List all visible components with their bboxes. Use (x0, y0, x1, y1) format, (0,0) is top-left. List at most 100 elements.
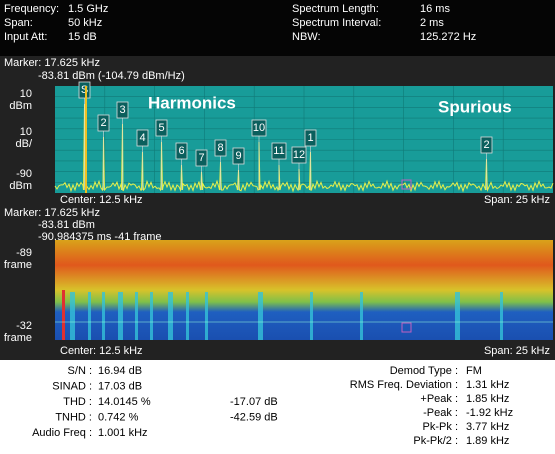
result-value: 17.03 dB (98, 380, 142, 392)
result-label: Audio Freq : (32, 427, 92, 439)
marker-readout: Marker: 17.625 kHz (4, 57, 100, 69)
result-label: Pk-Pk : (423, 421, 458, 433)
marker-flag (195, 149, 208, 167)
spectrum-trace (54, 103, 554, 193)
result-db: -42.59 dB (230, 411, 278, 423)
header-value: 2 ms (420, 17, 444, 29)
marker-flag (214, 139, 227, 157)
axis-unit: dB/ (15, 138, 32, 150)
marker-number: 4 (139, 132, 145, 144)
header-value: 16 ms (420, 3, 450, 15)
marker-flag (78, 81, 91, 99)
header-label: NBW: (292, 31, 321, 43)
axis-unit: dBm (9, 180, 32, 192)
header-label: Spectrum Interval: (292, 17, 381, 29)
marker-number: 12 (293, 149, 305, 161)
header-value: 15 dB (68, 31, 97, 43)
marker-number: 1 (307, 132, 313, 144)
stripe (70, 292, 75, 340)
header-label: Frequency: (4, 3, 59, 15)
marker-flag (251, 119, 267, 137)
marker-flag (480, 136, 493, 154)
result-value: 1.89 kHz (466, 435, 509, 447)
marker-flag (175, 142, 188, 160)
marker-number: 5 (158, 122, 164, 134)
spectrogram-stripes (62, 290, 503, 340)
stripe (118, 292, 123, 340)
header-label: Spectrum Length: (292, 3, 379, 15)
marker-flag (291, 146, 307, 164)
result-label: S/N : (68, 365, 92, 377)
header-label: Span: (4, 17, 33, 29)
result-value: 1.001 kHz (98, 427, 148, 439)
frame-value: -32 (16, 320, 32, 332)
result-label: RMS Freq. Deviation : (350, 379, 458, 391)
results-bg (0, 360, 555, 454)
axis-value: 10 (20, 88, 32, 100)
stripe (102, 292, 105, 340)
marker-box (401, 322, 412, 333)
header-value: 50 kHz (68, 17, 102, 29)
header-value: 1.5 GHz (68, 3, 108, 15)
center-readout: Center: 12.5 kHz (60, 345, 143, 357)
stripe (455, 292, 460, 340)
stripe (258, 292, 263, 340)
marker-time: -90.984375 ms -41 frame (38, 231, 162, 243)
marker-flag (155, 119, 168, 137)
marker-number: 2 (483, 139, 489, 151)
result-label: Pk-Pk/2 : (413, 435, 458, 447)
result-value: 16.94 dB (98, 365, 142, 377)
marker-flag (97, 114, 110, 132)
result-label: THD : (63, 396, 92, 408)
result-label: +Peak : (420, 393, 458, 405)
header-bg (0, 0, 555, 56)
marker-level: -83.81 dBm (38, 219, 95, 231)
stripe (205, 292, 208, 340)
result-label: TNHD : (55, 411, 92, 423)
axis-value: -90 (16, 168, 32, 180)
span-readout: Span: 25 kHz (484, 345, 550, 357)
spectrogram-plot (55, 240, 553, 340)
frame-unit: frame (4, 259, 32, 271)
stripe (62, 290, 65, 340)
marker-readout: Marker: 17.625 kHz (4, 207, 100, 219)
marker-box (401, 179, 412, 190)
header-value: 125.272 Hz (420, 31, 476, 43)
header-label: Input Att: (4, 31, 47, 43)
marker-number: S (81, 84, 88, 96)
stripe (135, 292, 138, 340)
axis-unit: dBm (9, 100, 32, 112)
stripe (310, 292, 313, 340)
result-value: -1.92 kHz (466, 407, 513, 419)
marker-number: 6 (178, 145, 184, 157)
spurious-label: Spurious (438, 97, 512, 116)
center-line (85, 86, 87, 193)
stripe (150, 292, 153, 340)
span-readout: Span: 25 kHz (484, 194, 550, 206)
result-value: 1.85 kHz (466, 393, 509, 405)
marker-flag (136, 129, 149, 147)
result-value: FM (466, 365, 482, 377)
marker-flag (232, 147, 245, 165)
frame-value: -89 (16, 247, 32, 259)
marker-number: 11 (273, 145, 284, 157)
stripe (500, 292, 503, 340)
marker-level: -83.81 dBm (-104.79 dBm/Hz) (38, 70, 185, 82)
grid (55, 86, 553, 193)
result-label: -Peak : (423, 407, 458, 419)
stripe (88, 292, 91, 340)
stripe (168, 292, 173, 340)
result-db: -17.07 dB (230, 396, 278, 408)
stripe (360, 292, 363, 340)
frame-unit: frame (4, 332, 32, 344)
stripe (186, 292, 189, 340)
result-value: 1.31 kHz (466, 379, 509, 391)
result-value: 0.742 % (98, 411, 139, 423)
marker-flag (271, 142, 287, 160)
marker-flag (304, 129, 317, 147)
harmonics-label: Harmonics (148, 93, 236, 112)
result-label: Demod Type : (390, 365, 458, 377)
center-readout: Center: 12.5 kHz (60, 194, 143, 206)
marker-number: 8 (217, 142, 223, 154)
